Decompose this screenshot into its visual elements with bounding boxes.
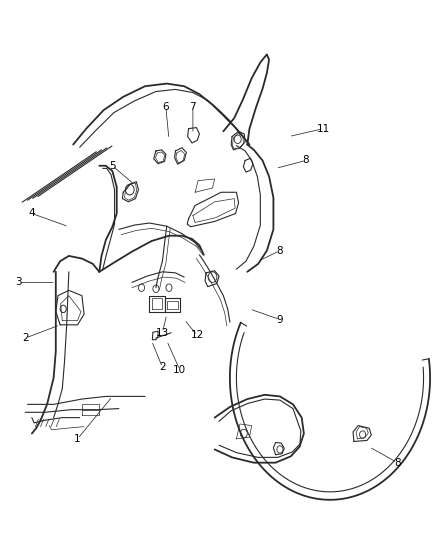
Text: 4: 4 (28, 208, 35, 219)
Text: 9: 9 (277, 314, 283, 325)
Text: 3: 3 (15, 277, 22, 287)
Text: 1: 1 (74, 434, 81, 444)
Text: 8: 8 (277, 246, 283, 256)
Text: 7: 7 (190, 102, 196, 112)
Text: 5: 5 (109, 161, 116, 171)
Text: 13: 13 (156, 328, 169, 338)
Text: 11: 11 (317, 124, 330, 134)
Text: 2: 2 (159, 362, 166, 372)
Text: 6: 6 (162, 102, 169, 112)
Text: 2: 2 (22, 333, 28, 343)
Text: 8: 8 (394, 458, 401, 467)
Text: 12: 12 (191, 330, 204, 341)
Text: 8: 8 (303, 156, 309, 165)
Text: 10: 10 (173, 365, 187, 375)
